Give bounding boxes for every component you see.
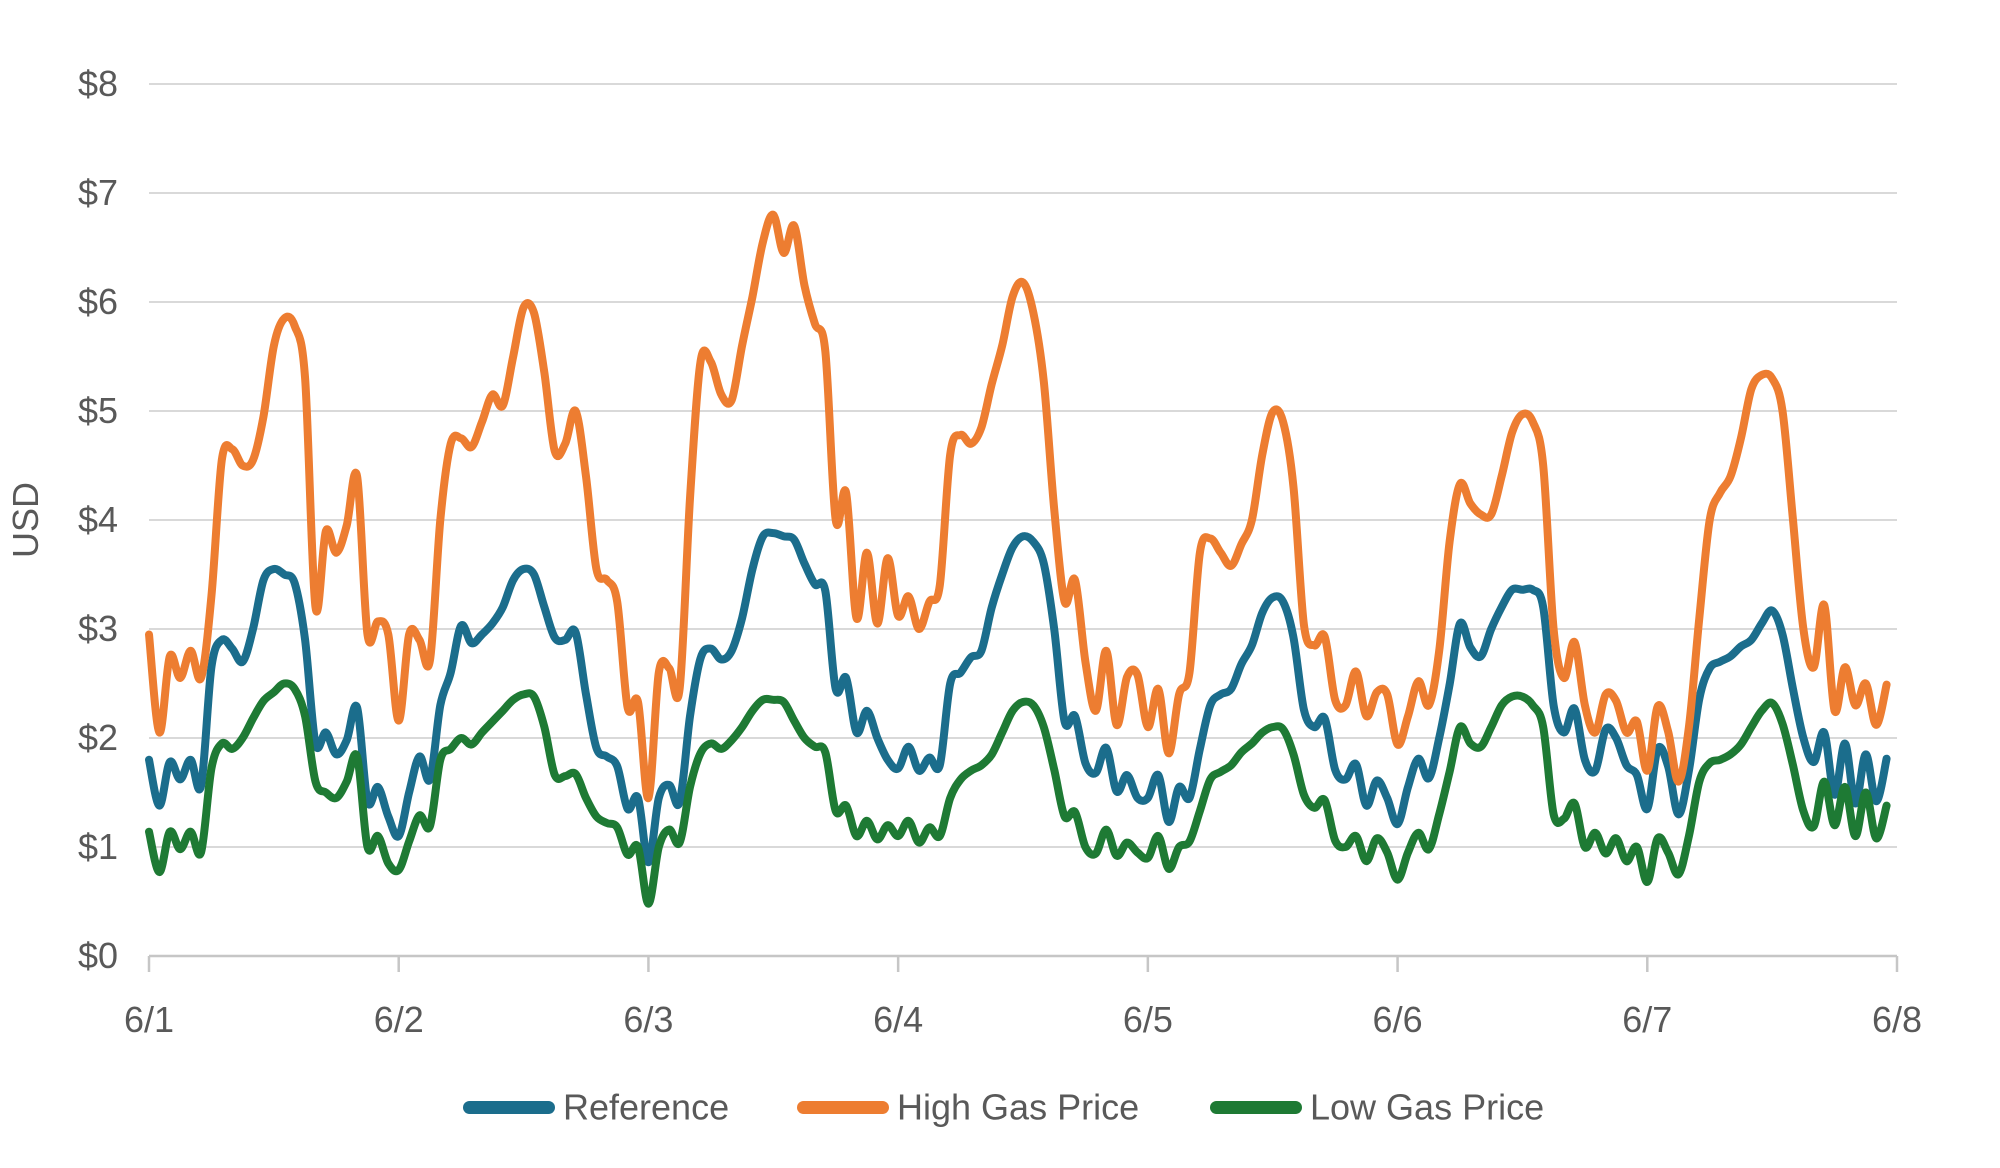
legend-label: High Gas Price [897, 1087, 1139, 1128]
legend: Reference High Gas Price Low Gas Price [463, 1087, 1544, 1128]
y-tick-label: $1 [78, 826, 118, 867]
x-tick-label: 6/5 [1123, 999, 1173, 1040]
legend-swatch-icon [797, 1101, 889, 1114]
y-axis-title: USD [5, 482, 46, 558]
legend-swatch-icon [1210, 1101, 1302, 1114]
y-tick-label: $3 [78, 608, 118, 649]
legend-label: Low Gas Price [1310, 1087, 1544, 1128]
x-tick-label: 6/8 [1872, 999, 1922, 1040]
y-tick-label: $6 [78, 281, 118, 322]
legend-label: Reference [563, 1087, 729, 1128]
legend-item-low-gas-price: Low Gas Price [1210, 1087, 1544, 1128]
x-tick-label: 6/4 [873, 999, 923, 1040]
y-tick-label: $8 [78, 63, 118, 104]
x-tick-label: 6/2 [374, 999, 424, 1040]
y-tick-label: $2 [78, 717, 118, 758]
x-tick-label: 6/7 [1622, 999, 1672, 1040]
series-line-low-gas-price [145, 679, 1891, 908]
x-tick-label: 6/3 [623, 999, 673, 1040]
y-tick-label: $5 [78, 390, 118, 431]
y-tick-label: $4 [78, 499, 118, 540]
x-tick-label: 6/1 [124, 999, 174, 1040]
y-axis: $0 $1 $2 $3 $4 $5 $6 $7 $8 USD [5, 63, 118, 976]
x-axis: 6/1 6/2 6/3 6/4 6/5 6/6 6/7 6/8 [124, 954, 1922, 1040]
legend-item-reference: Reference [463, 1087, 729, 1128]
gridlines [149, 83, 1897, 848]
legend-item-high-gas-price: High Gas Price [797, 1087, 1139, 1128]
x-tick-label: 6/6 [1373, 999, 1423, 1040]
series-line-high-gas-price [145, 210, 1891, 803]
legend-swatch-icon [463, 1101, 555, 1114]
series-line-reference [145, 528, 1891, 867]
y-tick-label: $0 [78, 935, 118, 976]
series-lines [145, 210, 1891, 908]
y-tick-label: $7 [78, 172, 118, 213]
